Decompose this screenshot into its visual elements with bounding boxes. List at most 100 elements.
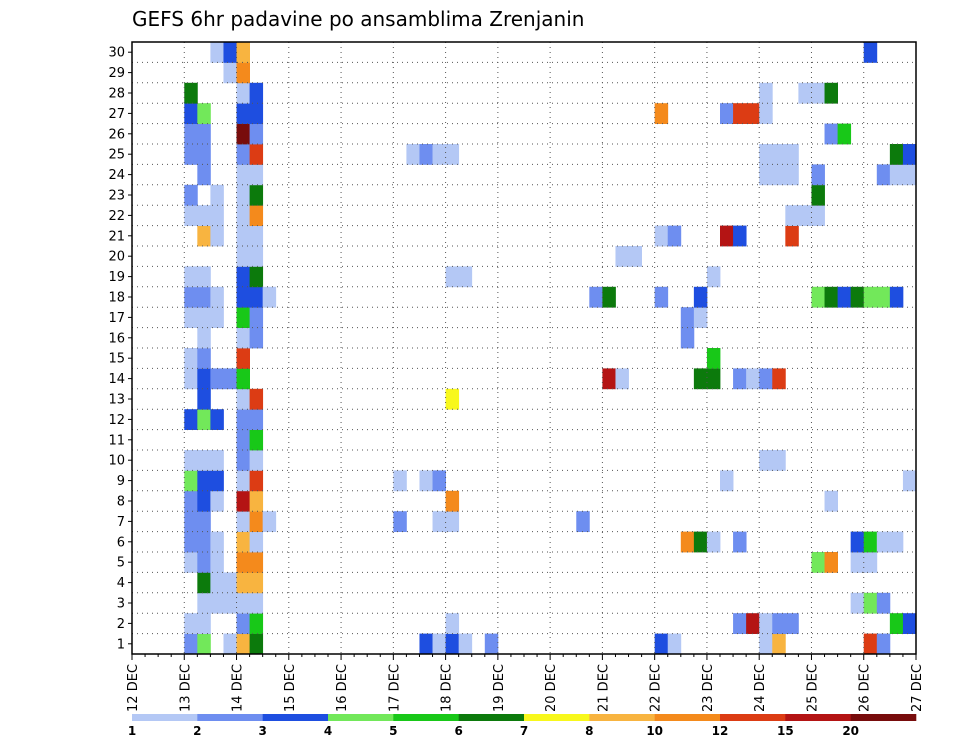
heatmap-cell xyxy=(824,552,838,573)
heatmap-cell xyxy=(197,307,211,328)
heatmap-cell xyxy=(223,592,237,614)
heatmap-cell xyxy=(759,144,773,165)
heatmap-cell xyxy=(785,164,799,186)
grid-lines xyxy=(132,42,916,654)
heatmap-cell xyxy=(902,613,917,634)
heatmap-cell xyxy=(759,164,773,186)
heatmap-cell xyxy=(680,531,695,553)
heatmap-cell xyxy=(811,552,825,573)
heatmap-cell xyxy=(184,307,198,328)
heatmap-cell xyxy=(184,613,198,634)
y-tick-label: 5 xyxy=(117,556,125,571)
heatmap-cell xyxy=(184,266,198,288)
legend-label: 2 xyxy=(193,724,201,738)
heatmap-cell xyxy=(210,552,224,573)
y-tick-label: 26 xyxy=(108,127,125,142)
legend-color-swatch xyxy=(458,714,525,721)
heatmap-cell xyxy=(667,225,682,247)
heatmap-cell xyxy=(236,266,250,288)
heatmap-cell xyxy=(236,42,250,63)
heatmap-cell xyxy=(889,613,904,634)
heatmap-cell xyxy=(197,592,211,614)
y-tick-label: 28 xyxy=(108,87,125,102)
heatmap-cell xyxy=(902,164,917,186)
heatmap-cell xyxy=(759,633,773,655)
heatmap-cell xyxy=(811,205,825,226)
heatmap-cell xyxy=(197,225,211,247)
legend-color-swatch xyxy=(654,714,721,721)
heatmap-cell xyxy=(236,409,250,430)
chart-title: GEFS 6hr padavine po ansamblima Zrenjani… xyxy=(132,7,584,31)
heatmap-cell xyxy=(863,531,878,553)
heatmap-cell xyxy=(184,552,198,573)
heatmap-cell xyxy=(262,511,277,532)
heatmap-cell xyxy=(249,633,264,655)
heatmap-cell xyxy=(236,205,250,226)
heatmap-cell xyxy=(720,225,734,247)
heatmap-cell xyxy=(432,511,446,532)
x-tick-label: 18 DEC xyxy=(440,664,455,712)
heatmap-cell xyxy=(837,123,852,145)
heatmap-cell xyxy=(236,286,250,308)
heatmap-cell xyxy=(249,511,264,532)
y-tick-label: 6 xyxy=(117,535,125,550)
legend-label: 3 xyxy=(258,724,266,738)
legend-color-swatch xyxy=(589,714,655,721)
heatmap-cell xyxy=(759,82,773,104)
heatmap-cell xyxy=(197,511,211,532)
heatmap-cell xyxy=(210,368,224,390)
legend-color-swatch xyxy=(393,714,459,721)
heatmap-cell xyxy=(249,327,264,349)
legend-label: 10 xyxy=(646,724,663,738)
heatmap-cell xyxy=(746,613,760,634)
heatmap-cell xyxy=(210,409,224,430)
color-legend: 1 2 3 4 5 6 7 8 10 12 15 20 xyxy=(128,714,917,738)
heatmap-cell xyxy=(210,592,224,614)
heatmap-cell xyxy=(733,103,747,124)
legend-color-swatch xyxy=(785,714,851,721)
legend-color-swatch xyxy=(262,714,329,721)
heatmap-cell xyxy=(210,572,224,594)
heatmap-cell xyxy=(197,572,211,594)
heatmap-cell xyxy=(197,368,211,390)
heatmap-cell xyxy=(824,490,838,512)
heatmap-cell xyxy=(236,429,250,451)
heatmap-cell xyxy=(197,613,211,634)
heatmap-cell xyxy=(249,205,264,226)
y-tick-label: 20 xyxy=(108,250,125,265)
heatmap-cell xyxy=(432,144,446,165)
x-tick-label: 22 DEC xyxy=(649,664,664,712)
heatmap-cell xyxy=(706,531,721,553)
heatmap-cell xyxy=(772,633,786,655)
heatmap-cell xyxy=(850,531,865,553)
heatmap-cell xyxy=(210,225,224,247)
heatmap-cell xyxy=(223,62,237,84)
legend-color-swatch xyxy=(524,714,590,721)
y-tick-label: 2 xyxy=(117,617,125,632)
heatmap-cell xyxy=(236,144,250,165)
heatmap-cell xyxy=(876,286,891,308)
heatmap-cell xyxy=(236,633,250,655)
heatmap-cell xyxy=(184,286,198,308)
heatmap-cell xyxy=(184,409,198,430)
heatmap-cell xyxy=(902,144,917,165)
heatmap-cell xyxy=(772,613,786,634)
heatmap-cell xyxy=(798,205,812,226)
heatmap-cell xyxy=(772,144,786,165)
legend-label: 7 xyxy=(520,724,528,738)
heatmap-cell xyxy=(210,205,224,226)
heatmap-cell xyxy=(850,286,865,308)
x-tick-label: 19 DEC xyxy=(492,664,507,712)
heatmap-cell xyxy=(236,531,250,553)
heatmap-cell xyxy=(197,266,211,288)
x-tick-label: 16 DEC xyxy=(335,664,350,712)
heatmap-cell xyxy=(654,286,669,308)
heatmap-cell xyxy=(249,184,264,206)
heatmap-cell xyxy=(184,205,198,226)
heatmap-cell xyxy=(876,592,891,614)
heatmap-cell xyxy=(236,62,250,84)
heatmap-cell xyxy=(785,144,799,165)
legend-label: 6 xyxy=(454,724,462,738)
heatmap-cell xyxy=(197,470,211,492)
